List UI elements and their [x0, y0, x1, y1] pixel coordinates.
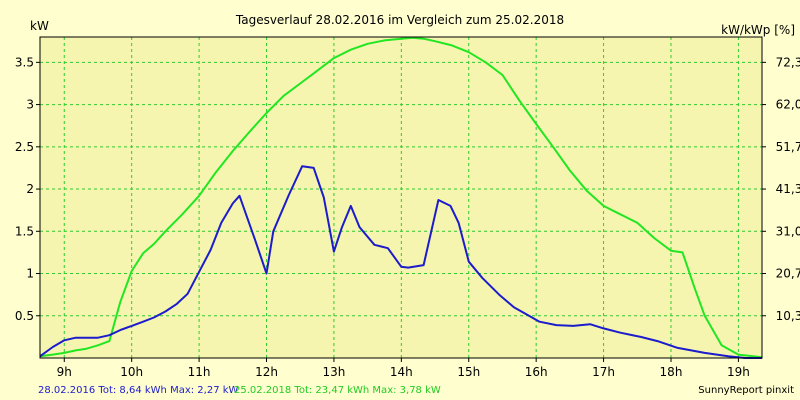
y-left-tick-label: 1	[26, 267, 34, 281]
x-tick-label: 9h	[57, 365, 72, 379]
y-axis-left-label: kW	[30, 19, 49, 33]
x-tick-label: 13h	[322, 365, 345, 379]
chart-title: Tagesverlauf 28.02.2016 im Vergleich zum…	[235, 13, 564, 27]
y-axis-right-label: kW/kWp [%]	[721, 23, 795, 37]
y-axis-left: 0.5 1 1.5 2 2.5 3 3.5	[15, 55, 40, 323]
x-tick-label: 15h	[457, 365, 480, 379]
x-tick-label: 10h	[120, 365, 143, 379]
y-left-tick-label: 3.5	[15, 55, 34, 69]
grid	[40, 37, 762, 358]
y-right-tick-label: 31,0	[776, 224, 800, 238]
x-tick-label: 14h	[390, 365, 413, 379]
y-left-tick-label: 2.5	[15, 140, 34, 154]
x-tick-label: 18h	[660, 365, 683, 379]
y-left-tick-label: 3	[26, 98, 34, 112]
plot-area	[40, 37, 762, 358]
y-right-tick-label: 41,3	[776, 182, 800, 196]
y-left-tick-label: 0.5	[15, 309, 34, 323]
y-axis-right: 10,3 20,7 31,0 41,3 51,7 62,0 72,3	[762, 55, 800, 323]
footer-series-2-summary: 25.02.2018 Tot: 23,47 kWh Max: 3,78 kW	[234, 385, 441, 396]
x-tick-label: 17h	[592, 365, 615, 379]
series-layer	[39, 36, 763, 359]
series-line-1	[39, 165, 762, 359]
series-line-2	[39, 36, 763, 359]
y-right-tick-label: 51,7	[776, 140, 800, 154]
x-tick-label: 16h	[525, 365, 548, 379]
y-right-tick-label: 10,3	[776, 309, 800, 323]
x-tick-label: 19h	[727, 365, 750, 379]
credit-text: SunnyReport pinxit	[698, 385, 794, 396]
x-tick-label: 12h	[255, 365, 278, 379]
x-axis: 9h 10h 11h 12h 13h 14h 15h 16h 17h 18h 19h	[57, 358, 750, 379]
y-right-tick-label: 20,7	[776, 267, 800, 281]
y-left-tick-label: 1.5	[15, 224, 34, 238]
y-left-tick-label: 2	[26, 182, 34, 196]
x-tick-label: 11h	[188, 365, 211, 379]
y-right-tick-label: 72,3	[776, 55, 800, 69]
y-right-tick-label: 62,0	[776, 98, 800, 112]
footer-series-1-summary: 28.02.2016 Tot: 8,64 kWh Max: 2,27 kW	[38, 385, 239, 396]
